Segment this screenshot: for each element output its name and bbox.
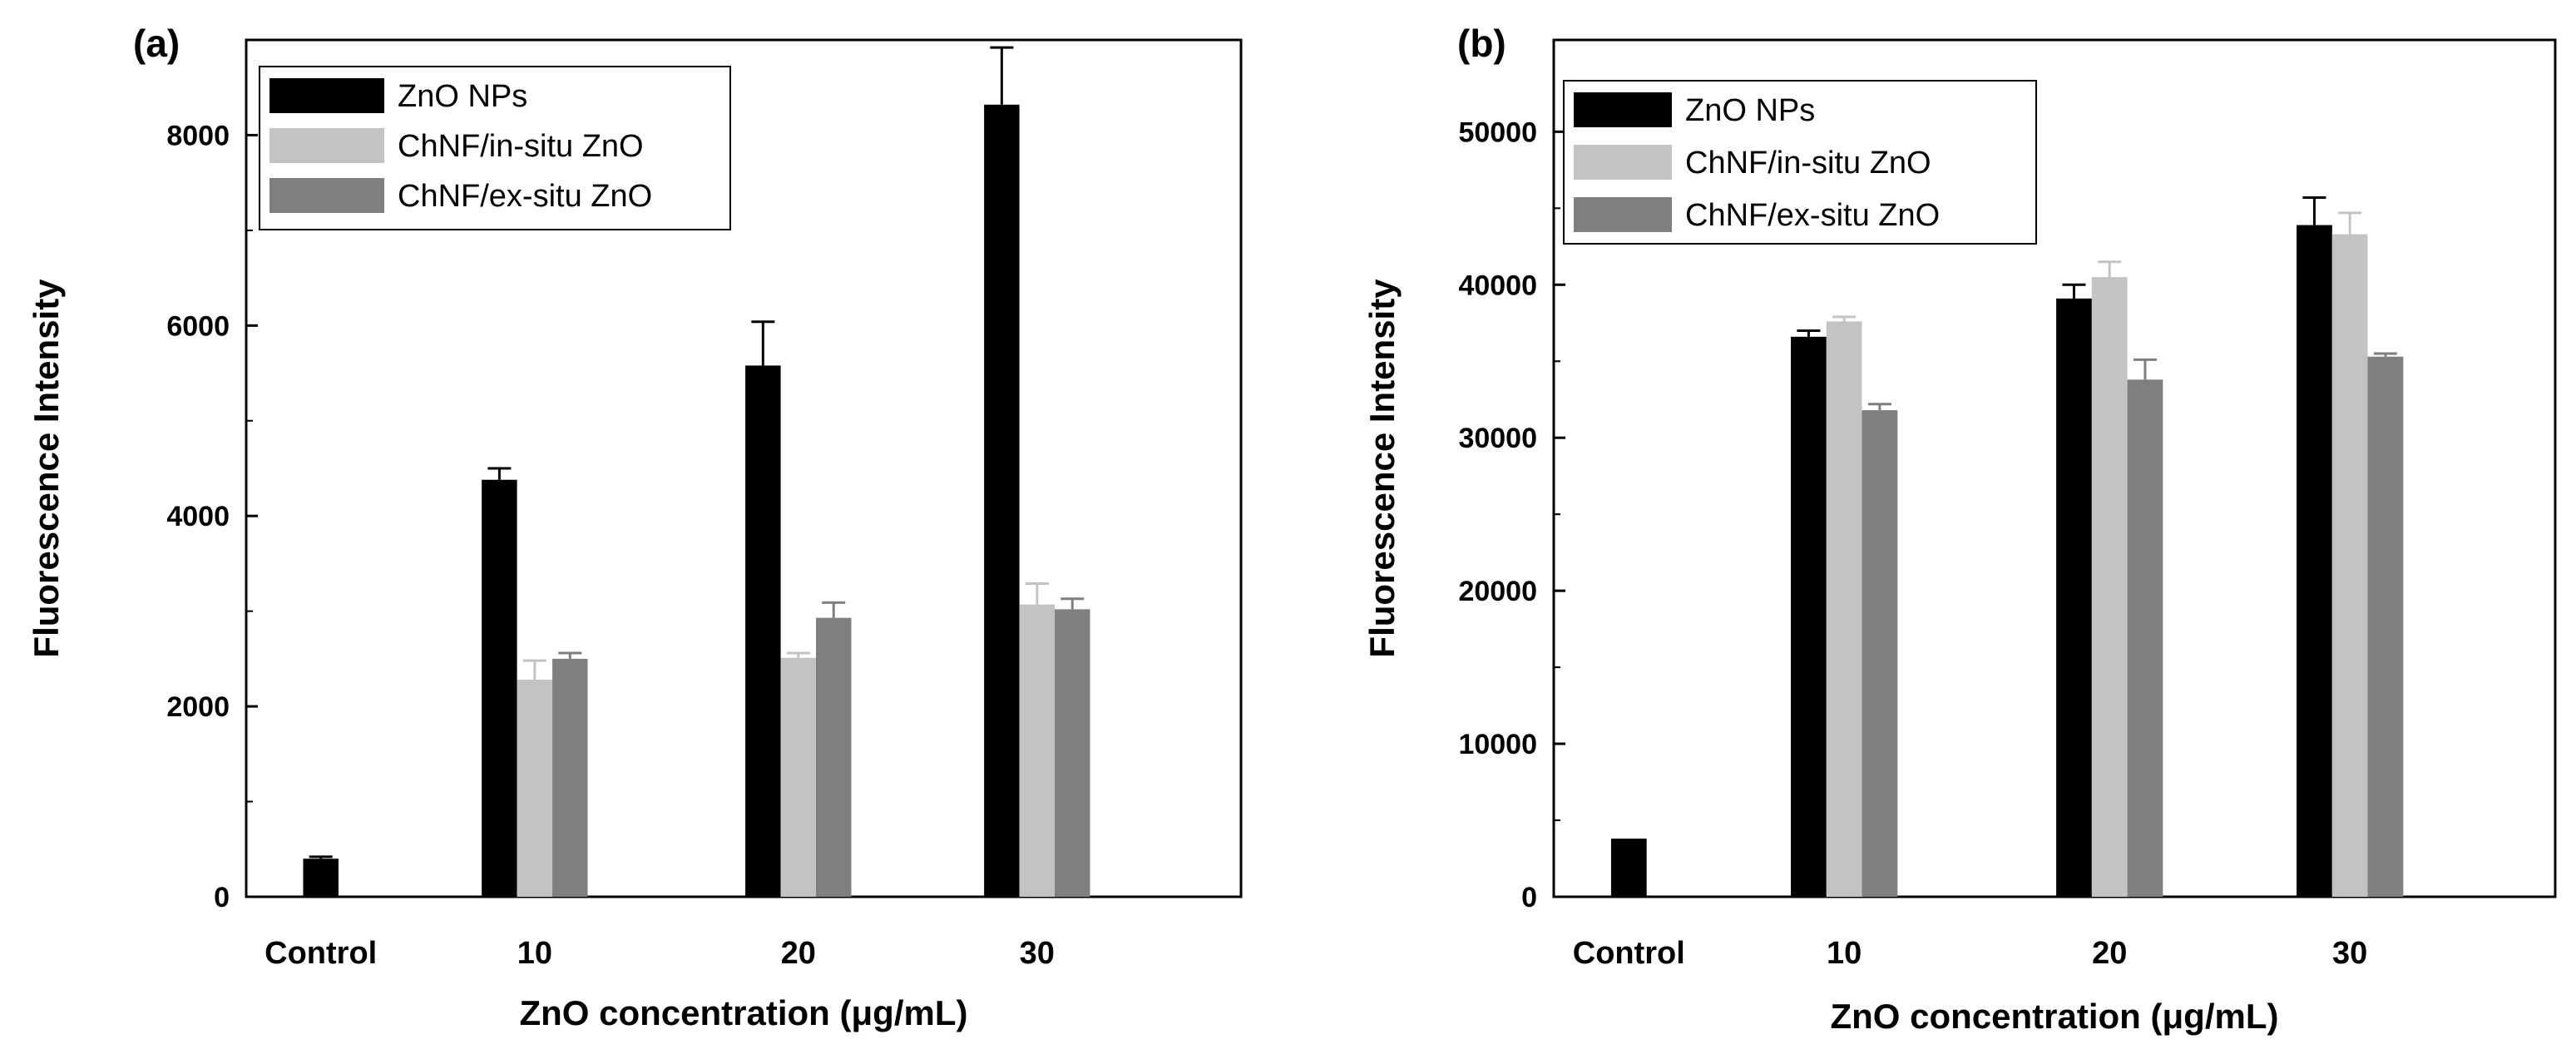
bar-chnf-in-situ-zno-20	[2091, 277, 2128, 897]
legend-swatch-zno-nps	[269, 78, 384, 113]
x-category-label: Control	[1573, 936, 1685, 971]
legend-label: ZnO NPs	[398, 79, 527, 114]
legend-swatch-chnf-ex-situ-zno	[1574, 197, 1672, 232]
bar-chnf-ex-situ-zno-10	[552, 658, 588, 897]
bar-zno-nps-control	[303, 859, 339, 897]
y-tick-label: 0	[214, 882, 230, 913]
x-axis-title: ZnO concentration (μg/mL)	[519, 993, 967, 1032]
bar-zno-nps-30	[2297, 225, 2332, 897]
bar-chnf-in-situ-zno-20	[780, 657, 817, 897]
x-category-label: 10	[1827, 936, 1862, 971]
y-tick-label: 40000	[1458, 270, 1537, 301]
bar-zno-nps-10	[1791, 336, 1827, 898]
plot-frame	[245, 38, 1243, 898]
x-category-label: 30	[1020, 936, 1055, 971]
y-tick-label: 10000	[1458, 729, 1537, 760]
x-category-label: Control	[265, 936, 377, 971]
y-tick-label: 6000	[166, 310, 230, 342]
x-category-label: 30	[2332, 936, 2367, 971]
plot-frame	[1552, 38, 2557, 898]
legend-label: ChNF/in-situ ZnO	[1685, 146, 1931, 181]
chart-panel-a: 0 2000 4000 6000 8000 Control 10 20 30 ZnO concen…	[27, 22, 1243, 1032]
legend-swatch-chnf-ex-situ-zno	[269, 178, 384, 213]
bar-chnf-in-situ-zno-10	[1826, 321, 1862, 897]
y-tick-label: 2000	[166, 691, 230, 723]
bar-chnf-in-situ-zno-30	[1019, 604, 1056, 897]
x-category-label: 20	[2092, 936, 2127, 971]
legend-label: ZnO NPs	[1685, 93, 1815, 128]
bar-zno-nps-20	[2056, 298, 2092, 897]
bar-chnf-ex-situ-zno-30	[1055, 609, 1090, 897]
x-category-label: 20	[781, 936, 816, 971]
legend-swatch-zno-nps	[1574, 92, 1672, 127]
panel-label: (b)	[1457, 22, 1506, 65]
y-tick-label: 0	[1521, 882, 1537, 913]
y-tick-label: 20000	[1458, 576, 1537, 607]
bar-chnf-in-situ-zno-10	[517, 680, 553, 897]
y-tick-label: 4000	[166, 501, 230, 532]
bar-chnf-ex-situ-zno-30	[2367, 356, 2404, 897]
bar-zno-nps-20	[745, 365, 781, 897]
chart-panel-b: 0 10000 20000 30000 40000 50000 Control 10 20 30 Z…	[1362, 22, 2557, 1036]
panel-label: (a)	[133, 22, 180, 65]
x-category-label: 10	[517, 936, 552, 971]
legend-label: ChNF/ex-situ ZnO	[398, 179, 652, 214]
bar-chnf-ex-situ-zno-20	[816, 617, 852, 897]
bar-zno-nps-30	[984, 104, 1020, 898]
legend-swatch-chnf-in-situ-zno	[1574, 145, 1672, 180]
bar-zno-nps-control	[1610, 839, 1647, 897]
legend-label: ChNF/ex-situ ZnO	[1685, 198, 1940, 233]
y-tick-label: 50000	[1458, 116, 1537, 148]
legend: ZnO NPs ChNF/in-situ ZnO ChNF/ex-situ ZnO	[1563, 80, 2037, 245]
bar-chnf-ex-situ-zno-20	[2127, 379, 2163, 898]
bar-zno-nps-10	[482, 479, 517, 897]
y-tick-label: 8000	[166, 120, 230, 151]
legend: ZnO NPs ChNF/in-situ ZnO ChNF/ex-situ ZnO	[259, 66, 731, 230]
x-axis-title: ZnO concentration (μg/mL)	[1830, 997, 2278, 1036]
y-axis-title: Fluorescence Intensity	[27, 279, 66, 658]
bar-chnf-ex-situ-zno-10	[1862, 410, 1898, 897]
y-axis-title: Fluorescence Intensity	[1362, 279, 1402, 658]
legend-label: ChNF/in-situ ZnO	[398, 129, 644, 164]
y-tick-label: 30000	[1458, 423, 1537, 454]
legend-swatch-chnf-in-situ-zno	[269, 128, 384, 163]
bar-chnf-in-situ-zno-30	[2331, 234, 2368, 897]
